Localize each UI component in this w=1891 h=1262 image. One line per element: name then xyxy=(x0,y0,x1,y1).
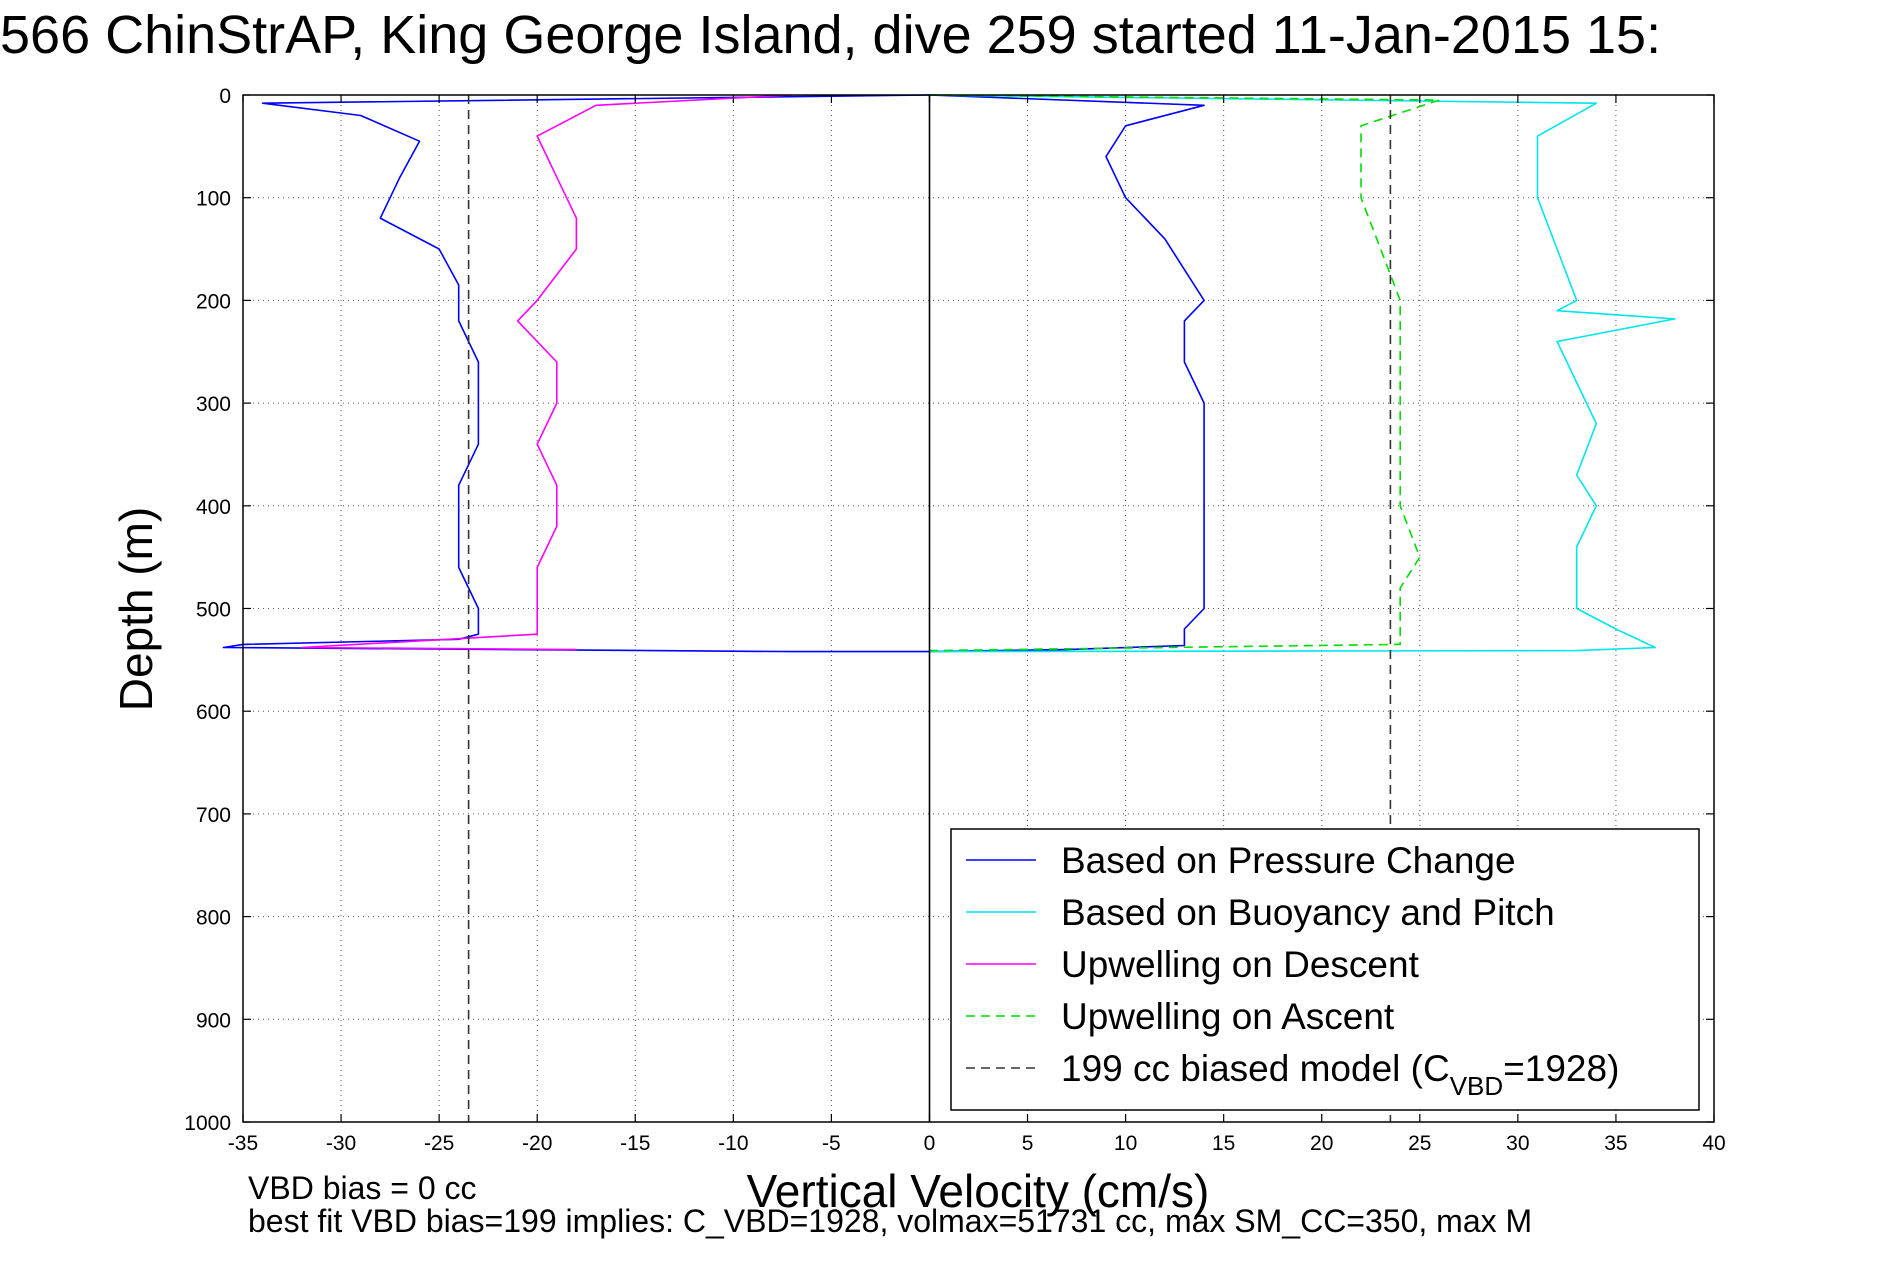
x-tick-label: 20 xyxy=(1310,1132,1333,1155)
series-line-0 xyxy=(222,94,930,653)
series-line-3 xyxy=(929,94,1441,652)
legend-entry: Upwelling on Ascent xyxy=(1061,996,1395,1037)
series-line-0-ascent xyxy=(929,94,1205,653)
y-tick-label: 600 xyxy=(196,701,231,724)
series-line-1 xyxy=(929,94,1676,653)
legend-box xyxy=(950,828,1700,1111)
legend-entry-label: Upwelling on Ascent xyxy=(1061,996,1395,1037)
legend-entry: 199 cc biased model (CVBD=1928) xyxy=(1061,1048,1619,1101)
series-lines xyxy=(222,94,1676,1122)
x-tick-label: 15 xyxy=(1212,1132,1235,1155)
x-tick-label: 40 xyxy=(1702,1132,1725,1155)
legend-entry-label: Upwelling on Descent xyxy=(1061,944,1420,985)
y-tick-label: 1000 xyxy=(184,1112,231,1135)
legend-entry-subscript: VBD xyxy=(1450,1071,1503,1101)
legend-entry: Upwelling on Descent xyxy=(1061,944,1420,985)
best-fit-note: best fit VBD bias=199 implies: C_VBD=192… xyxy=(248,1203,1533,1239)
series-line-2 xyxy=(301,94,793,651)
y-axis-label: Depth (m) xyxy=(110,507,162,711)
x-tick-label: -30 xyxy=(326,1132,356,1155)
chart-title: 566 ChinStrAP, King George Island, dive … xyxy=(0,5,1662,65)
y-tick-label: 200 xyxy=(196,290,231,313)
x-tick-label: 5 xyxy=(1022,1132,1034,1155)
vbd-bias-note: VBD bias = 0 cc xyxy=(248,1170,477,1206)
x-tick-label: 25 xyxy=(1408,1132,1431,1155)
x-tick-label: 30 xyxy=(1506,1132,1529,1155)
y-tick-label: 900 xyxy=(196,1009,231,1032)
legend-entry-label: 199 cc biased model (C xyxy=(1061,1048,1450,1089)
x-axis-label: Vertical Velocity (cm/s) xyxy=(747,1165,1210,1217)
legend-entry: Based on Buoyancy and Pitch xyxy=(1061,892,1555,933)
y-tick-label: 100 xyxy=(196,188,231,211)
y-tick-label: 0 xyxy=(219,85,231,108)
x-tick-label: 0 xyxy=(924,1132,936,1155)
legend-entry-label: Based on Pressure Change xyxy=(1061,840,1516,881)
legend-entry-suffix: =1928) xyxy=(1503,1048,1619,1089)
y-tick-label: 700 xyxy=(196,804,231,827)
x-tick-label: 35 xyxy=(1604,1132,1627,1155)
x-tick-label: -35 xyxy=(228,1132,258,1155)
x-tick-label: -5 xyxy=(822,1132,841,1155)
x-tick-label: -20 xyxy=(522,1132,552,1155)
legend-entry-label: Based on Buoyancy and Pitch xyxy=(1061,892,1555,933)
y-tick-label: 500 xyxy=(196,599,231,622)
x-tick-label: -15 xyxy=(620,1132,650,1155)
axis-ticks: -35 -30 -25 -20 -15 -10 -5 0 5 10 15 20 25 30 35 400100… xyxy=(184,85,1725,1155)
y-tick-label: 800 xyxy=(196,907,231,930)
x-tick-label: -25 xyxy=(424,1132,454,1155)
y-tick-label: 400 xyxy=(196,496,231,519)
x-tick-label: -10 xyxy=(718,1132,748,1155)
x-tick-label: 10 xyxy=(1114,1132,1137,1155)
legend: Based on Pressure Change Based on Buoyanc… xyxy=(950,828,1700,1111)
y-tick-label: 300 xyxy=(196,393,231,416)
legend-entry: Based on Pressure Change xyxy=(1061,840,1516,881)
